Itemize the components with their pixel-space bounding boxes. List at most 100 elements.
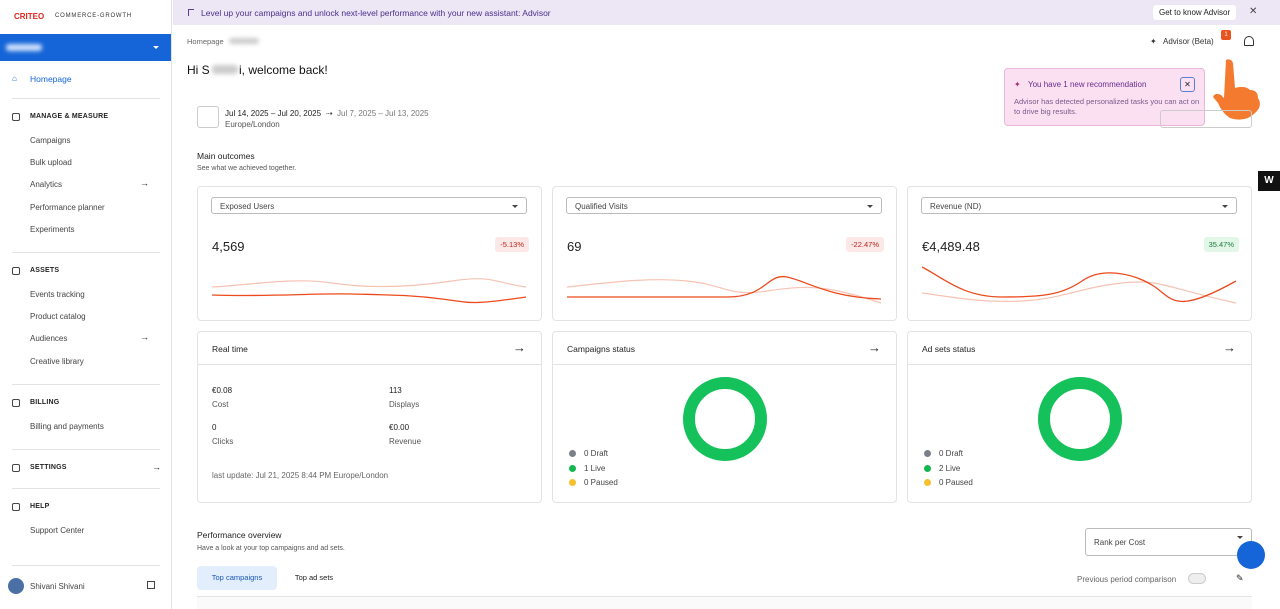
view-selector[interactable] — [1160, 110, 1252, 128]
advisor-badge: 1 — [1221, 30, 1231, 40]
section-title: HELP — [30, 503, 50, 510]
side-widget[interactable]: W — [1258, 171, 1280, 191]
metric-value: 69 — [567, 239, 582, 254]
legend-label: 2 Live — [939, 463, 961, 473]
stat-label: Cost — [212, 400, 229, 409]
greeting-start: Hi S — [187, 63, 210, 77]
sparkline — [211, 257, 528, 314]
donut — [683, 377, 767, 461]
arrow: → — [140, 332, 149, 343]
outcomes-title: Main outcomes — [197, 151, 255, 161]
metric-card: Exposed Users 4,569 -5.13% — [197, 186, 542, 321]
last-update: last update: Jul 21, 2025 8:44 PM Europe… — [212, 471, 389, 480]
notifications[interactable] — [1244, 36, 1254, 46]
current-line — [211, 293, 527, 304]
legend-dot — [569, 464, 576, 472]
current-line — [921, 266, 1237, 303]
metric-selector[interactable]: Revenue (ND) — [921, 197, 1237, 214]
metric-value: 4,569 — [212, 239, 245, 254]
card-header-line — [908, 332, 1251, 365]
realtime-link[interactable]: → — [513, 340, 526, 355]
arrow: → — [152, 462, 161, 472]
status-link[interactable]: → — [868, 340, 881, 355]
metric-card: Revenue (ND) €4,489.48 35.47% — [907, 186, 1252, 321]
tab-adsets[interactable]: Top ad sets — [294, 573, 334, 582]
legend-dot — [924, 450, 931, 457]
popup-body: Advisor has detected personalized tasks … — [1014, 97, 1200, 116]
avatar — [8, 578, 24, 594]
chat-button[interactable] — [1237, 541, 1265, 569]
banner-button[interactable]: Get to know Advisor — [1153, 5, 1237, 20]
metric-value: €4,489.48 — [922, 239, 980, 254]
logo-product: COMMERCE-GROWTH — [55, 13, 132, 19]
legend-dot — [924, 464, 931, 472]
nav-item[interactable]: Support Center — [30, 526, 85, 535]
breadcrumb-blurred — [229, 38, 259, 44]
nav-homepage[interactable]: Homepage — [30, 74, 72, 84]
popup-close[interactable]: ✕ — [1180, 77, 1195, 92]
divider — [12, 384, 160, 385]
stat-label: Revenue — [389, 437, 422, 446]
metric-selector[interactable]: Qualified Visits — [566, 197, 882, 214]
stat-value: €0.08 — [212, 386, 233, 395]
banner: Level up your campaigns and unlock next-… — [173, 0, 1280, 25]
breadcrumb[interactable]: Homepage — [187, 37, 224, 46]
recommendation-popup: ✦ You have 1 new recommendation ✕ Adviso… — [1004, 68, 1205, 126]
legend-label: 0 Paused — [939, 478, 973, 487]
section-title[interactable]: SETTINGS — [30, 464, 67, 471]
nav-item[interactable]: Campaigns — [30, 136, 71, 145]
logout[interactable] — [147, 581, 155, 589]
greeting-blurred — [212, 65, 238, 74]
edit-button[interactable]: ✎ — [1236, 573, 1244, 583]
section-title: BILLING — [30, 399, 60, 406]
stat-value: 113 — [389, 386, 402, 395]
status-link[interactable]: → — [1223, 340, 1236, 355]
divider — [12, 565, 160, 566]
status-title: Ad sets status — [922, 344, 976, 354]
nav-item[interactable]: Experiments — [30, 224, 75, 234]
account-selector[interactable] — [0, 34, 171, 61]
home-icon: ⌂ — [12, 74, 17, 83]
sparkline — [566, 257, 883, 314]
nav-item[interactable]: Creative library — [30, 356, 84, 366]
section-icon — [12, 113, 20, 121]
section-icon — [12, 464, 20, 472]
comparison-label: Previous period comparison — [1077, 575, 1177, 584]
performance-subtitle: Have a look at your top campaigns and ad… — [197, 545, 345, 552]
rank-selector[interactable]: Rank per Cost — [1085, 528, 1252, 556]
banner-close[interactable]: ✕ — [1249, 6, 1258, 17]
stat-label: Displays — [389, 400, 420, 409]
performance-title: Performance overview — [197, 530, 282, 540]
calendar-button[interactable] — [197, 106, 219, 128]
sparkline-svg — [211, 278, 527, 304]
nav-item[interactable]: Bulk upload — [30, 158, 72, 168]
nav-item[interactable]: Performance planner — [30, 202, 105, 212]
arrow: → — [140, 178, 149, 189]
section-icon — [12, 267, 20, 275]
nav-item[interactable]: Product catalog — [30, 312, 86, 322]
advisor-button[interactable]: Advisor (Beta) — [1163, 37, 1214, 46]
nav-item[interactable]: Audiences — [30, 334, 68, 344]
sparkle-icon: ✦ — [1150, 37, 1157, 46]
status-title: Campaigns status — [567, 344, 636, 354]
section-title: MANAGE & MEASURE — [30, 113, 109, 120]
nav-item[interactable]: Events tracking — [30, 290, 85, 299]
divider — [12, 488, 160, 489]
logo-brand: CRITEO — [14, 12, 45, 21]
tab-campaigns[interactable]: Top campaigns — [197, 566, 277, 590]
current-line — [567, 275, 882, 300]
metric-change: -22.47% — [846, 237, 884, 252]
sparkline-svg — [566, 275, 882, 304]
caret — [153, 46, 159, 52]
nav-item[interactable]: Analytics — [30, 180, 63, 190]
outcomes-subtitle: See what we achieved together. — [197, 165, 297, 172]
metric-selector[interactable]: Exposed Users — [211, 197, 527, 214]
comparison-toggle[interactable] — [1188, 573, 1206, 584]
nav-item[interactable]: Billing and payments — [30, 422, 104, 431]
previous-line — [921, 281, 1237, 304]
previous-line — [211, 278, 527, 288]
section-title: ASSETS — [30, 267, 60, 274]
timezone: Europe/London — [225, 120, 280, 129]
legend-dot — [569, 479, 576, 486]
